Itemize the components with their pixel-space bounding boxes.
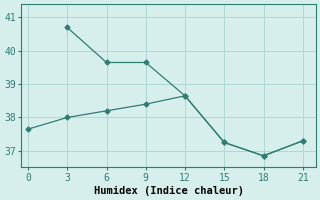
X-axis label: Humidex (Indice chaleur): Humidex (Indice chaleur): [94, 186, 244, 196]
